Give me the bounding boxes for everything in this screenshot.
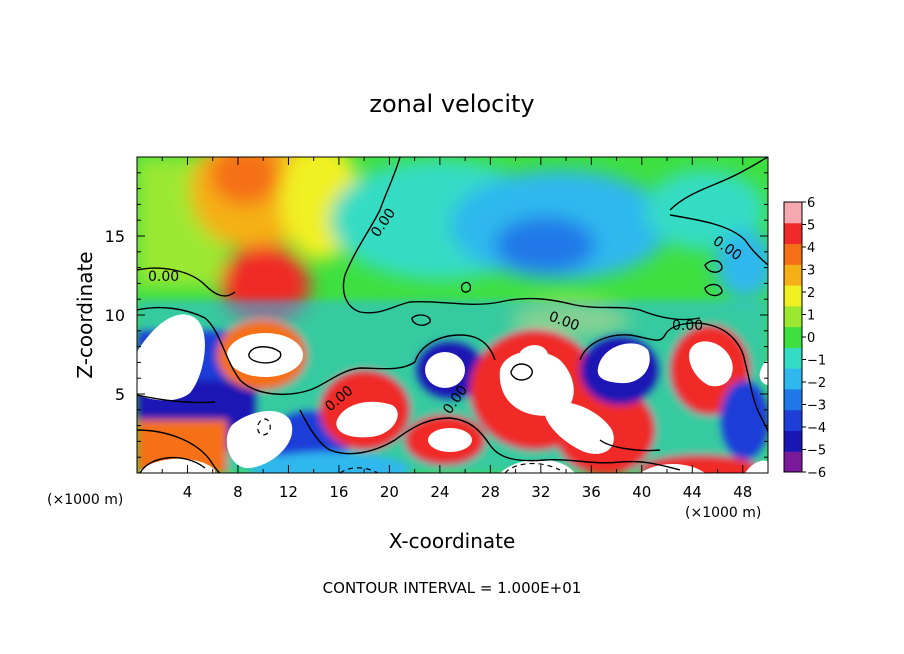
colorbar-tick-label: −4 <box>807 421 826 436</box>
x-tick-label: 12 <box>279 483 298 501</box>
colorbar: 6 5 4 3 2 1 0 −1 −2 −3 −4 −5 −6 <box>783 196 826 481</box>
colorbar-band <box>784 243 802 265</box>
colorbar-tick-label: −2 <box>807 376 826 391</box>
chart-title: zonal velocity <box>369 90 534 118</box>
colorbar-tick-label: −1 <box>807 354 826 369</box>
colorbar-band <box>784 409 802 431</box>
colorbar-band <box>784 388 802 411</box>
y-tick-label: 5 <box>115 385 125 404</box>
colorbar-tick-label: −5 <box>807 444 826 459</box>
y-tick-label: 15 <box>105 227 125 246</box>
x-tick-label: 16 <box>329 483 348 501</box>
x-units-label: (×1000 m) <box>685 505 761 521</box>
colorbar-tick-label: 2 <box>807 286 815 301</box>
y-units-label: (×1000 m) <box>47 492 123 508</box>
contour-label: 0.00 <box>148 269 179 285</box>
colorbar-band <box>784 264 802 286</box>
colorbar-band <box>784 222 802 245</box>
x-tick-label: 48 <box>733 483 752 501</box>
x-tick-label: 44 <box>683 483 702 501</box>
axis-ticks <box>137 157 768 473</box>
colorbar-band <box>784 368 802 390</box>
x-axis-label: X-coordinate <box>389 529 516 553</box>
contour-label: 0.00 <box>672 318 703 334</box>
y-axis-label: Z-coordinate <box>73 251 97 378</box>
x-tick-label: 40 <box>632 483 651 501</box>
colorbar-band <box>784 347 802 369</box>
x-tick-label: 32 <box>531 483 550 501</box>
y-tick-label: 10 <box>105 306 125 325</box>
x-tick-label: 8 <box>233 483 243 501</box>
x-tick-label: 20 <box>380 483 399 501</box>
x-tick-label: 36 <box>582 483 601 501</box>
contour-lines <box>137 157 768 473</box>
colorbar-tick-label: 6 <box>807 196 815 211</box>
contour-interval-footer: CONTOUR INTERVAL = 1.000E+01 <box>323 579 582 597</box>
colorbar-band <box>784 326 802 348</box>
x-tick-label: 28 <box>481 483 500 501</box>
colorbar-band <box>784 451 802 473</box>
colorbar-tick-label: 3 <box>807 264 815 279</box>
colorbar-tick-label: −6 <box>807 466 826 481</box>
colorbar-tick-label: 0 <box>807 331 815 346</box>
saturated-regions <box>137 314 768 473</box>
colorbar-band <box>784 305 802 328</box>
field-layer: 0.00 0.00 0.00 0.00 0.00 0.00 0.00 <box>137 157 768 473</box>
colorbar-tick-label: 5 <box>807 219 815 234</box>
negative-contours <box>257 418 561 473</box>
colorbar-band <box>784 430 802 452</box>
colorbar-tick-label: 1 <box>807 309 815 324</box>
colorbar-tick-label: 4 <box>807 241 815 256</box>
x-tick-label: 24 <box>430 483 449 501</box>
colorbar-tick-label: −3 <box>807 399 826 414</box>
colorbar-band <box>784 202 802 224</box>
colorbar-band <box>784 285 802 307</box>
x-tick-label: 4 <box>183 483 193 501</box>
